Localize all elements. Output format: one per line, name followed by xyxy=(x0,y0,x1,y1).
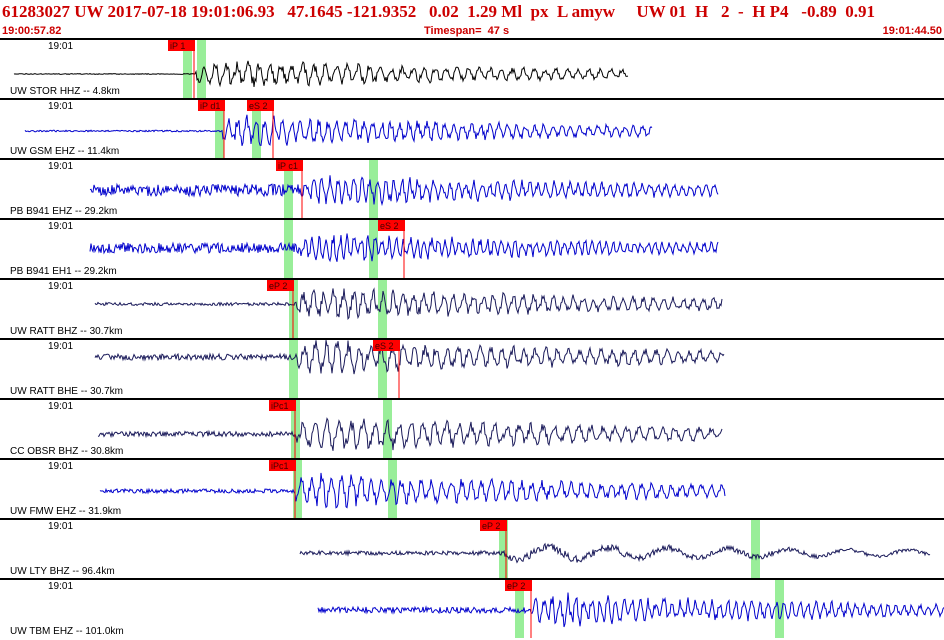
channel-panel[interactable]: 19:01 eP 2 UW RATT BHZ -- 30.7km xyxy=(0,278,944,338)
pick-marker[interactable] xyxy=(378,220,405,231)
pick-label: iPc1 xyxy=(271,461,289,471)
pick-marker[interactable] xyxy=(247,100,274,111)
channel-panel[interactable]: 19:01 eS 2 PB B941 EH1 -- 29.2km xyxy=(0,218,944,278)
waveform-trace[interactable] xyxy=(97,417,723,451)
phase-bar xyxy=(284,220,293,278)
waveform-trace[interactable] xyxy=(299,542,931,564)
waveform-trace[interactable] xyxy=(94,340,725,375)
panel-time-label: 19:01 xyxy=(48,281,74,292)
panel-time-label: 19:01 xyxy=(48,221,74,232)
pick-label: iP 1 xyxy=(170,41,185,51)
phase-bar xyxy=(293,460,302,518)
channel-label: UW STOR HHZ -- 4.8km xyxy=(10,86,120,97)
event-header: 61283027 UW 2017-07-18 19:01:06.93 47.16… xyxy=(0,0,944,40)
phase-bar xyxy=(499,520,508,578)
channel-panel[interactable]: 19:01 eP 2 UW LTY BHZ -- 96.4km xyxy=(0,518,944,578)
phase-bar xyxy=(197,40,206,98)
waveform-canvas[interactable]: eP 2 xyxy=(0,520,944,578)
phase-bar xyxy=(289,340,298,398)
pick-label: eS 2 xyxy=(375,341,394,351)
channel-label: PB B941 EHZ -- 29.2km xyxy=(10,206,118,217)
pick-label: iP d1 xyxy=(200,101,220,111)
pick-marker[interactable] xyxy=(269,460,296,471)
waveform-canvas[interactable]: iP d1 eS 2 xyxy=(0,100,944,158)
pick-label: eP 2 xyxy=(269,281,287,291)
panel-time-label: 19:01 xyxy=(48,581,74,592)
pick-marker[interactable] xyxy=(480,520,507,531)
waveform-trace[interactable] xyxy=(317,592,944,628)
pick-marker[interactable] xyxy=(269,400,296,411)
panel-time-label: 19:01 xyxy=(48,161,74,172)
panel-time-label: 19:01 xyxy=(48,521,74,532)
panel-time-label: 19:01 xyxy=(48,101,74,112)
channel-panel[interactable]: 19:01 iPc1 UW FMW EHZ -- 31.9km xyxy=(0,458,944,518)
event-summary-title: 61283027 UW 2017-07-18 19:01:06.93 47.16… xyxy=(2,2,875,21)
panel-time-label: 19:01 xyxy=(48,341,74,352)
phase-bar xyxy=(515,580,524,638)
channel-label: CC OBSR BHZ -- 30.8km xyxy=(10,446,124,457)
phase-bar xyxy=(183,40,192,98)
waveform-trace[interactable] xyxy=(94,287,723,321)
channel-label: UW FMW EHZ -- 31.9km xyxy=(10,506,122,517)
waveform-canvas[interactable]: iP 1 xyxy=(0,40,944,98)
panel-time-label: 19:01 xyxy=(48,401,74,412)
pick-marker[interactable] xyxy=(373,340,400,351)
waveform-trace[interactable] xyxy=(99,472,726,509)
pick-marker[interactable] xyxy=(276,160,303,171)
pick-label: iP c1 xyxy=(278,161,298,171)
pick-label: eP 2 xyxy=(482,521,500,531)
waveform-canvas[interactable]: eS 2 xyxy=(0,220,944,278)
channel-panel[interactable]: 19:01 iP c1 PB B941 EHZ -- 29.2km xyxy=(0,158,944,218)
waveform-canvas[interactable]: eS 2 xyxy=(0,340,944,398)
channel-panel[interactable]: 19:01 eS 2 UW RATT BHE -- 30.7km xyxy=(0,338,944,398)
waveform-canvas[interactable]: eP 2 xyxy=(0,580,944,638)
channel-panel[interactable]: 19:01 iP 1 UW STOR HHZ -- 4.8km xyxy=(0,38,944,98)
waveform-panels[interactable]: 19:01 iP 1 UW STOR HHZ -- 4.8km 19:01 iP… xyxy=(0,38,944,640)
pick-marker[interactable] xyxy=(267,280,294,291)
channel-label: UW RATT BHE -- 30.7km xyxy=(10,386,123,397)
pick-label: eS 2 xyxy=(249,101,268,111)
channel-label: PB B941 EH1 -- 29.2km xyxy=(10,266,117,277)
phase-bar xyxy=(252,100,261,158)
channel-panel[interactable]: 19:01 eP 2 UW TBM EHZ -- 101.0km xyxy=(0,578,944,638)
pick-marker[interactable] xyxy=(198,100,225,111)
phase-bar xyxy=(388,460,397,518)
waveform-canvas[interactable]: iP c1 xyxy=(0,160,944,218)
channel-label: UW RATT BHZ -- 30.7km xyxy=(10,326,123,337)
phase-bar xyxy=(284,160,293,218)
channel-label: UW TBM EHZ -- 101.0km xyxy=(10,626,124,637)
pick-label: iPc1 xyxy=(271,401,289,411)
phase-bar xyxy=(215,100,224,158)
pick-label: eS 2 xyxy=(380,221,399,231)
channel-label: UW GSM EHZ -- 11.4km xyxy=(10,146,120,157)
waveform-canvas[interactable]: eP 2 xyxy=(0,280,944,338)
waveform-trace[interactable] xyxy=(13,60,629,88)
timespan-label: Timespan= 47 s xyxy=(424,25,510,37)
phase-bar xyxy=(378,340,387,398)
waveform-canvas[interactable]: iPc1 xyxy=(0,400,944,458)
panel-time-label: 19:01 xyxy=(48,461,74,472)
start-time-label: 19:00:57.82 xyxy=(2,25,62,37)
phase-bar xyxy=(383,400,392,458)
channel-panel[interactable]: 19:01 iPc1 CC OBSR BHZ -- 30.8km xyxy=(0,398,944,458)
phase-bar xyxy=(378,280,387,338)
channel-label: UW LTY BHZ -- 96.4km xyxy=(10,566,115,577)
pick-marker[interactable] xyxy=(168,40,195,51)
end-time-label: 19:01:44.50 xyxy=(882,25,942,37)
waveform-trace[interactable] xyxy=(24,114,653,146)
phase-bar xyxy=(369,160,378,218)
channel-panel[interactable]: 19:01 iP d1 eS 2 UW GSM EHZ -- 11.4km xyxy=(0,98,944,158)
phase-bar xyxy=(751,520,760,578)
waveform-trace[interactable] xyxy=(89,175,719,207)
pick-label: eP 2 xyxy=(507,581,525,591)
waveform-canvas[interactable]: iPc1 xyxy=(0,460,944,518)
pick-marker[interactable] xyxy=(505,580,532,591)
phase-bar xyxy=(775,580,784,638)
panel-time-label: 19:01 xyxy=(48,41,74,52)
